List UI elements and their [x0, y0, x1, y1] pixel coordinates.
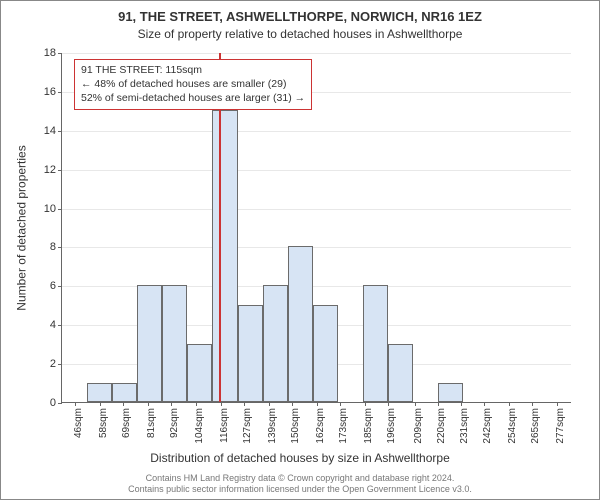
histogram-bar	[112, 383, 137, 402]
xtick-mark	[484, 402, 485, 406]
ytick-mark	[58, 53, 62, 54]
marker-infobox: 91 THE STREET: 115sqm ← 48% of detached …	[74, 59, 312, 110]
xtick-label: 196sqm	[386, 408, 397, 444]
xtick-mark	[461, 402, 462, 406]
xtick-label: 69sqm	[121, 408, 132, 438]
chart-container: 91, THE STREET, ASHWELLTHORPE, NORWICH, …	[0, 0, 600, 500]
ytick-label: 6	[50, 280, 56, 292]
xtick-label: 242sqm	[482, 408, 493, 444]
histogram-bar	[313, 305, 338, 402]
infobox-line1: 91 THE STREET: 115sqm	[81, 63, 305, 77]
xtick-label: 277sqm	[555, 408, 566, 444]
xtick-label: 81sqm	[146, 408, 157, 438]
ytick-mark	[58, 325, 62, 326]
xtick-label: 173sqm	[338, 408, 349, 444]
y-axis-label: Number of detached properties	[15, 53, 29, 403]
ytick-mark	[58, 364, 62, 365]
xtick-mark	[171, 402, 172, 406]
xtick-mark	[509, 402, 510, 406]
histogram-bar	[363, 285, 388, 402]
xtick-label: 150sqm	[290, 408, 301, 444]
xtick-label: 220sqm	[436, 408, 447, 444]
xtick-mark	[388, 402, 389, 406]
xtick-label: 162sqm	[315, 408, 326, 444]
ytick-label: 16	[44, 86, 56, 98]
histogram-bar	[162, 285, 187, 402]
xtick-label: 254sqm	[507, 408, 518, 444]
y-axis-label-text: Number of detached properties	[15, 145, 29, 310]
histogram-bar	[87, 383, 112, 402]
xtick-mark	[123, 402, 124, 406]
infobox-line2: ← 48% of detached houses are smaller (29…	[81, 77, 305, 91]
xtick-label: 58sqm	[98, 408, 109, 438]
grid-line	[62, 131, 571, 132]
xtick-label: 92sqm	[169, 408, 180, 438]
histogram-bar	[137, 285, 162, 402]
grid-line	[62, 170, 571, 171]
xtick-mark	[196, 402, 197, 406]
plot-area: 91 THE STREET: 115sqm ← 48% of detached …	[61, 53, 571, 403]
footer-line1: Contains HM Land Registry data © Crown c…	[1, 473, 599, 484]
ytick-label: 8	[50, 241, 56, 253]
xtick-label: 127sqm	[242, 408, 253, 444]
xtick-mark	[269, 402, 270, 406]
xtick-mark	[557, 402, 558, 406]
xtick-label: 265sqm	[530, 408, 541, 444]
attribution-footer: Contains HM Land Registry data © Crown c…	[1, 473, 599, 496]
chart-title-address: 91, THE STREET, ASHWELLTHORPE, NORWICH, …	[1, 9, 599, 24]
chart-title-sub: Size of property relative to detached ho…	[1, 27, 599, 41]
xtick-label: 104sqm	[194, 408, 205, 444]
ytick-mark	[58, 403, 62, 404]
footer-line2: Contains public sector information licen…	[1, 484, 599, 495]
xtick-mark	[221, 402, 222, 406]
xtick-mark	[292, 402, 293, 406]
ytick-mark	[58, 170, 62, 171]
x-axis-label: Distribution of detached houses by size …	[1, 451, 599, 465]
ytick-mark	[58, 286, 62, 287]
xtick-mark	[100, 402, 101, 406]
xtick-mark	[317, 402, 318, 406]
histogram-bar	[263, 285, 288, 402]
ytick-label: 2	[50, 358, 56, 370]
xtick-label: 139sqm	[267, 408, 278, 444]
ytick-label: 12	[44, 164, 56, 176]
ytick-mark	[58, 92, 62, 93]
xtick-label: 209sqm	[413, 408, 424, 444]
grid-line	[62, 209, 571, 210]
ytick-label: 18	[44, 47, 56, 59]
ytick-mark	[58, 247, 62, 248]
grid-line	[62, 53, 571, 54]
infobox-line3: 52% of semi-detached houses are larger (…	[81, 91, 305, 105]
ytick-label: 0	[50, 397, 56, 409]
xtick-label: 185sqm	[363, 408, 374, 444]
xtick-mark	[365, 402, 366, 406]
ytick-mark	[58, 209, 62, 210]
ytick-mark	[58, 131, 62, 132]
ytick-label: 10	[44, 203, 56, 215]
xtick-mark	[148, 402, 149, 406]
histogram-bar	[438, 383, 463, 402]
xtick-mark	[340, 402, 341, 406]
ytick-label: 4	[50, 319, 56, 331]
xtick-mark	[438, 402, 439, 406]
histogram-bar	[187, 344, 212, 402]
ytick-label: 14	[44, 125, 56, 137]
histogram-bar	[212, 110, 237, 402]
xtick-label: 116sqm	[219, 408, 230, 443]
grid-line	[62, 247, 571, 248]
histogram-bar	[288, 246, 313, 402]
xtick-mark	[415, 402, 416, 406]
xtick-mark	[244, 402, 245, 406]
xtick-mark	[532, 402, 533, 406]
xtick-mark	[75, 402, 76, 406]
xtick-label: 46sqm	[73, 408, 84, 438]
histogram-bar	[388, 344, 413, 402]
histogram-bar	[238, 305, 263, 402]
xtick-label: 231sqm	[459, 408, 470, 444]
